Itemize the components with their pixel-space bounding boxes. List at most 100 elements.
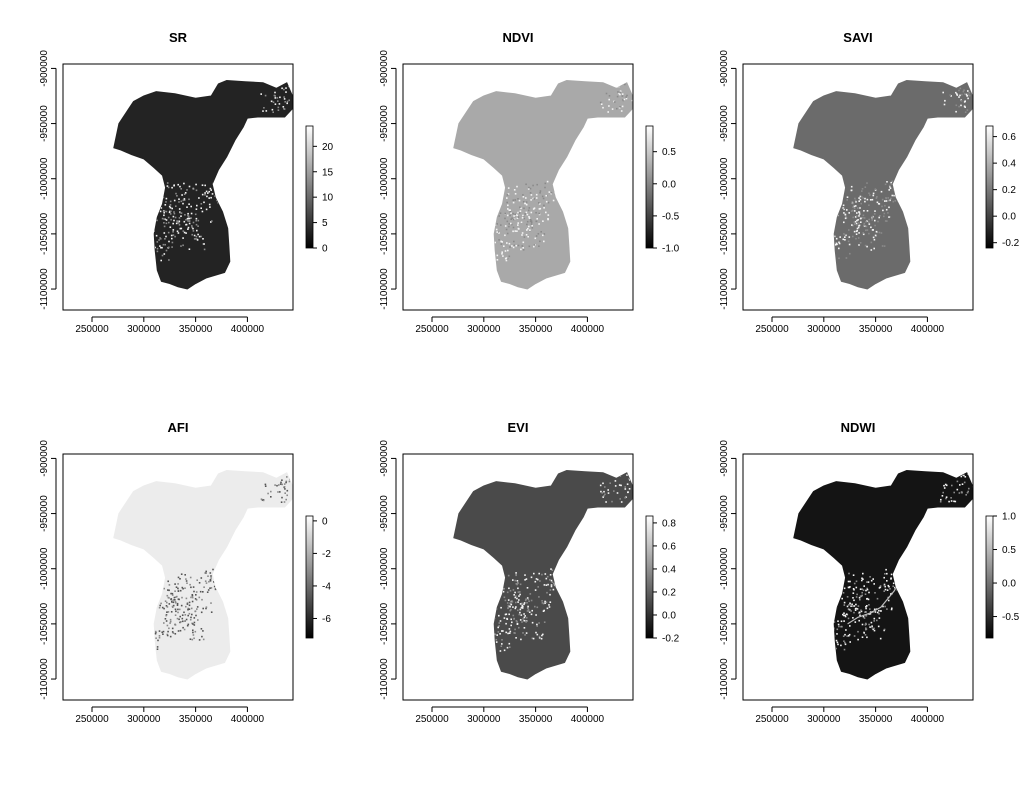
raster-pixel <box>538 245 540 247</box>
raster-pixel <box>838 247 840 250</box>
raster-pixel <box>527 235 529 238</box>
raster-pixel <box>548 191 551 193</box>
raster-pixel <box>873 247 875 250</box>
raster-pixel <box>489 635 492 637</box>
raster-pixel <box>517 227 520 230</box>
raster-pixel <box>172 599 175 601</box>
raster-pixel <box>166 601 168 604</box>
raster-pixel <box>600 490 602 493</box>
raster-pixel <box>859 242 862 244</box>
raster-pixel <box>844 614 846 617</box>
raster-pixel <box>202 630 204 632</box>
raster-pixel <box>187 614 189 617</box>
raster-pixel <box>542 234 544 237</box>
raster-pixel <box>221 195 223 198</box>
raster-pixel <box>637 93 639 95</box>
raster-pixel <box>830 635 833 637</box>
raster-pixel <box>525 598 527 600</box>
raster-pixel <box>547 583 549 586</box>
raster-pixel <box>530 221 533 224</box>
raster-pixel <box>277 491 279 493</box>
y-tick-label: -1050000 <box>719 212 730 255</box>
raster-pixel <box>850 185 853 188</box>
raster-pixel <box>169 200 172 203</box>
raster-pixel <box>886 220 888 222</box>
raster-pixel <box>290 476 292 479</box>
raster-pixel <box>608 105 610 107</box>
raster-pixel <box>206 591 209 593</box>
raster-pixel <box>893 194 895 197</box>
raster-pixel <box>891 607 893 610</box>
raster-pixel <box>861 190 863 192</box>
raster-pixel <box>498 232 500 234</box>
legend-tick-label: 5 <box>322 218 328 229</box>
raster-pixel <box>507 204 509 207</box>
raster-pixel <box>843 620 845 622</box>
raster-pixel <box>209 206 211 208</box>
raster-pixel <box>628 488 631 490</box>
raster-pixel <box>157 639 159 642</box>
raster-pixel <box>168 205 171 208</box>
raster-pixel <box>884 573 886 575</box>
raster-pixel <box>205 572 207 574</box>
raster-pixel <box>506 197 508 199</box>
raster-pixel <box>843 587 846 590</box>
raster-pixel <box>195 183 197 186</box>
raster-pixel <box>514 591 516 594</box>
y-tick-label: -1000000 <box>719 157 730 200</box>
raster-pixel <box>509 602 511 605</box>
raster-pixel <box>196 579 198 581</box>
raster-pixel <box>180 573 183 575</box>
raster-pixel <box>550 579 553 582</box>
raster-pixel <box>166 611 168 613</box>
raster-pixel <box>864 200 866 203</box>
raster-pixel <box>189 583 191 586</box>
y-tick-label: -1050000 <box>379 602 390 645</box>
y-tick-label: -1100000 <box>39 658 50 700</box>
raster-pixel <box>171 631 174 633</box>
raster-pixel <box>191 638 194 641</box>
raster-pixel <box>186 602 189 604</box>
raster-pixel <box>207 575 209 577</box>
raster-pixel <box>897 194 899 196</box>
raster-pixel <box>274 91 276 94</box>
raster-pixel <box>599 484 602 487</box>
raster-pixel <box>202 638 205 641</box>
raster-pixel <box>535 220 538 223</box>
raster-pixel <box>168 221 170 224</box>
raster-pixel <box>191 596 194 599</box>
raster-pixel <box>519 603 522 605</box>
raster-pixel <box>856 227 859 230</box>
raster-pixel <box>870 226 872 229</box>
raster-pixel <box>866 198 869 201</box>
raster-pixel <box>835 597 838 599</box>
plot-frame <box>402 63 634 311</box>
raster-pixel <box>529 218 532 221</box>
y-tick-label: -900000 <box>39 50 50 87</box>
raster-pixel <box>168 240 170 243</box>
raster-pixel <box>288 480 291 483</box>
raster-pixel <box>530 223 533 225</box>
raster-pixel <box>843 208 845 211</box>
raster-pixel <box>210 189 212 191</box>
raster-pixel <box>842 207 844 209</box>
raster-pixel <box>177 590 180 592</box>
raster-pixel <box>187 623 190 626</box>
raster-pixel <box>958 96 960 98</box>
raster-pixel <box>565 181 567 183</box>
raster-pixel <box>187 228 189 230</box>
raster-pixel <box>300 88 302 90</box>
raster-pixel <box>974 91 976 93</box>
raster-pixel <box>847 635 850 637</box>
raster-pixel <box>528 186 530 189</box>
raster-pixel <box>533 245 535 248</box>
raster-pixel <box>843 640 845 642</box>
raster-pixel <box>869 608 871 610</box>
raster-pixel <box>945 496 948 498</box>
raster-pixel <box>527 609 530 611</box>
raster-pixel <box>865 623 867 625</box>
raster-pixel <box>215 181 218 184</box>
raster-pixel <box>216 576 218 578</box>
raster-pixel <box>177 220 179 223</box>
raster-pixel <box>523 602 526 604</box>
